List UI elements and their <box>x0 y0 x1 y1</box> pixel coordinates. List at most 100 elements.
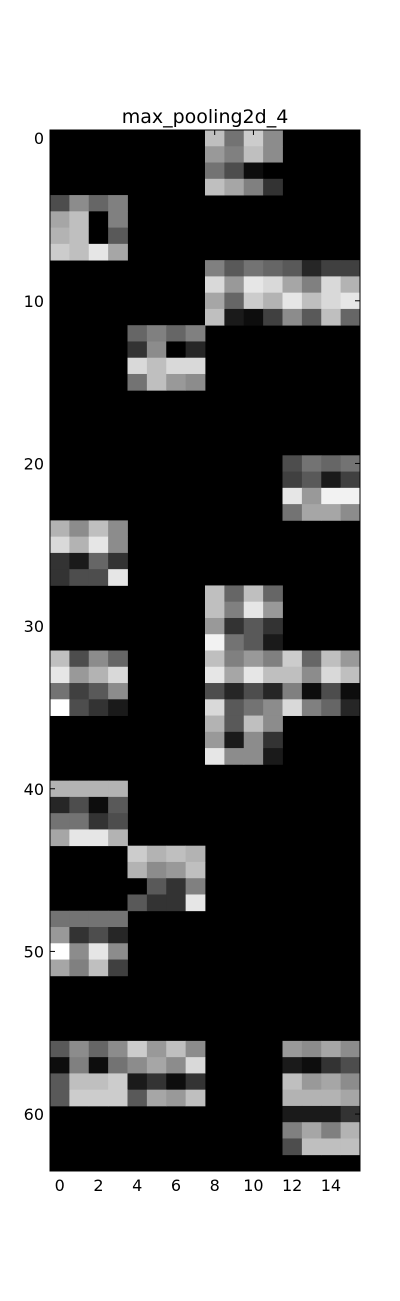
x-tick-label: 8 <box>210 1176 220 1195</box>
heatmap-cell <box>146 1073 167 1091</box>
heatmap-cell <box>282 504 303 521</box>
heatmap-cell <box>166 357 187 375</box>
heatmap-cells <box>50 130 361 1156</box>
heatmap-cell <box>282 699 303 716</box>
heatmap-cell <box>166 1073 187 1091</box>
heatmap-cell <box>205 178 225 196</box>
heatmap-cell <box>205 162 225 180</box>
heatmap-cell <box>88 699 109 716</box>
heatmap-cell <box>282 487 303 505</box>
heatmap-cell <box>166 1040 187 1058</box>
x-tick-label: 4 <box>132 1176 142 1195</box>
heatmap-cell <box>127 373 148 391</box>
heatmap-cell <box>263 276 283 294</box>
heatmap-cell <box>205 130 225 147</box>
heatmap-cell <box>108 813 128 830</box>
heatmap-cell <box>321 650 342 668</box>
heatmap-cell <box>50 552 70 570</box>
heatmap-cell <box>263 260 283 277</box>
y-tick-label: 40 <box>24 780 44 799</box>
heatmap-cell <box>88 650 109 668</box>
heatmap-cell <box>340 1122 361 1139</box>
heatmap-cell <box>185 894 206 912</box>
heatmap-cell <box>340 455 361 472</box>
heatmap-cell <box>69 959 90 977</box>
heatmap-cell <box>88 536 109 554</box>
heatmap-cell <box>224 683 245 700</box>
heatmap-cell <box>108 520 128 538</box>
heatmap-cell <box>340 471 361 489</box>
heatmap-cell <box>69 1040 90 1058</box>
heatmap-cell <box>108 650 128 668</box>
heatmap-cell <box>263 715 283 733</box>
heatmap-cell <box>88 552 109 570</box>
heatmap-cell <box>50 1073 70 1091</box>
heatmap-cell <box>88 569 109 586</box>
heatmap-cell <box>263 731 283 749</box>
heatmap-cell <box>224 617 245 635</box>
heatmap-cell <box>263 666 283 684</box>
heatmap-cell <box>321 308 342 326</box>
x-tick-label: 2 <box>93 1176 103 1195</box>
heatmap-cell <box>321 1089 342 1107</box>
x-tick-label: 12 <box>282 1176 302 1195</box>
heatmap-cell <box>340 666 361 684</box>
heatmap-cell <box>146 845 167 863</box>
heatmap-cell <box>224 130 245 147</box>
heatmap-cell <box>205 715 225 733</box>
heatmap-cell <box>224 276 245 294</box>
heatmap-cell <box>108 227 128 245</box>
heatmap-cell <box>69 666 90 684</box>
heatmap-cell <box>205 585 225 603</box>
heatmap-cell <box>282 1057 303 1074</box>
heatmap-cell <box>88 520 109 538</box>
y-tick-label: 50 <box>24 942 44 961</box>
heatmap-cell <box>205 146 225 163</box>
heatmap-cell <box>321 292 342 310</box>
heatmap-cell <box>50 211 70 228</box>
heatmap-cell <box>321 455 342 472</box>
heatmap-cell <box>88 959 109 977</box>
heatmap-cell <box>108 211 128 228</box>
heatmap-cell <box>301 1057 322 1074</box>
heatmap-cell <box>127 1057 148 1074</box>
heatmap-cell <box>69 211 90 228</box>
heatmap-cell <box>321 1122 342 1139</box>
heatmap-cell <box>301 666 322 684</box>
heatmap-cell <box>321 699 342 716</box>
heatmap-cell <box>69 780 90 798</box>
heatmap-cell <box>88 243 109 261</box>
heatmap-cell <box>50 650 70 668</box>
heatmap-cell <box>340 504 361 521</box>
heatmap-cell <box>340 1040 361 1058</box>
plot-frame <box>49 129 361 1172</box>
heatmap-cell <box>127 1073 148 1091</box>
heatmap-cell <box>340 1105 361 1123</box>
heatmap-cell <box>146 357 167 375</box>
heatmap-cell <box>50 536 70 554</box>
heatmap-cell <box>185 357 206 375</box>
x-tick-label: 14 <box>321 1176 341 1195</box>
heatmap-cell <box>69 683 90 700</box>
heatmap-cell <box>88 1089 109 1107</box>
heatmap-cell <box>108 683 128 700</box>
heatmap-cell <box>205 699 225 716</box>
heatmap-cell <box>185 1057 206 1074</box>
heatmap-cell <box>263 699 283 716</box>
heatmap-cell <box>88 1057 109 1074</box>
heatmap-cell <box>301 308 322 326</box>
heatmap-cell <box>88 1040 109 1058</box>
heatmap-cell <box>108 666 128 684</box>
heatmap-cell <box>108 195 128 212</box>
heatmap-cell <box>88 813 109 830</box>
heatmap-cell <box>340 1089 361 1107</box>
heatmap-cell <box>108 780 128 798</box>
heatmap-cell <box>224 260 245 277</box>
heatmap-cell <box>127 1089 148 1107</box>
heatmap-cell <box>243 601 264 619</box>
heatmap-cell <box>301 504 322 521</box>
heatmap-cell <box>340 1073 361 1091</box>
heatmap-cell <box>301 292 322 310</box>
heatmap-cell <box>50 959 70 977</box>
heatmap-cell <box>69 796 90 814</box>
